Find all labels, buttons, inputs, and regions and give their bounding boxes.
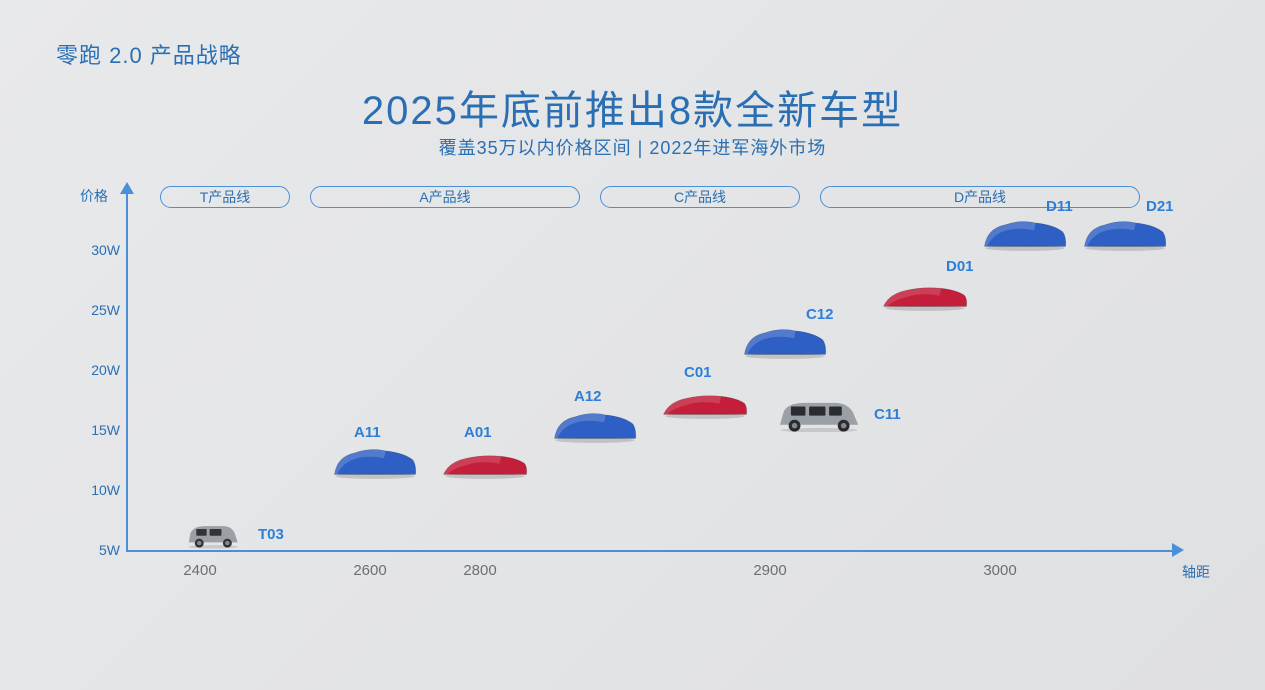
car-silhouette [660,380,750,420]
main-title: 2025年底前推出8款全新车型 [0,78,1265,136]
x-tick: 2800 [450,562,510,579]
car-label: D21 [1146,198,1174,215]
x-tick: 3000 [970,562,1030,579]
car-silhouette [1080,212,1170,252]
y-tick: 5W [84,542,120,558]
car-label: C11 [874,406,901,423]
car-label: T03 [258,526,284,543]
x-tick: 2600 [340,562,400,579]
y-tick: 20W [84,362,120,378]
y-axis-label: 价格 [80,186,108,206]
product-price-wheelbase-chart: 价格 轴距 5W10W15W20W25W30W 2400260028002900… [80,190,1180,610]
x-axis [126,550,1176,552]
car-label: D01 [946,258,974,275]
y-tick: 30W [84,242,120,258]
car-silhouette [980,212,1070,252]
car-label: A01 [464,424,492,441]
y-axis-arrow [120,182,134,194]
car-label: A12 [574,388,602,405]
car-silhouette [180,512,254,552]
car-silhouette [330,440,420,480]
y-axis [126,190,128,550]
car-silhouette [880,272,970,312]
x-axis-arrow [1172,543,1184,557]
car-silhouette [770,392,870,432]
car-label: D11 [1046,198,1073,215]
car-label: A11 [354,424,381,441]
car-label: C01 [684,364,712,381]
header-brand-label: 零跑 2.0 产品战略 [56,38,242,70]
subtitle: 覆盖35万以内价格区间 | 2022年进军海外市场 [0,134,1265,160]
product-line-pill: A产品线 [310,186,580,208]
car-label: C12 [806,306,834,323]
x-tick: 2400 [170,562,230,579]
car-silhouette [550,404,640,444]
y-tick: 10W [84,482,120,498]
car-silhouette [740,320,830,360]
car-silhouette [440,440,530,480]
product-line-pill: C产品线 [600,186,800,208]
y-tick: 25W [84,302,120,318]
product-line-pill: D产品线 [820,186,1140,208]
product-line-pill: T产品线 [160,186,290,208]
y-tick: 15W [84,422,120,438]
x-tick: 2900 [740,562,800,579]
x-axis-label: 轴距 [1182,562,1210,582]
